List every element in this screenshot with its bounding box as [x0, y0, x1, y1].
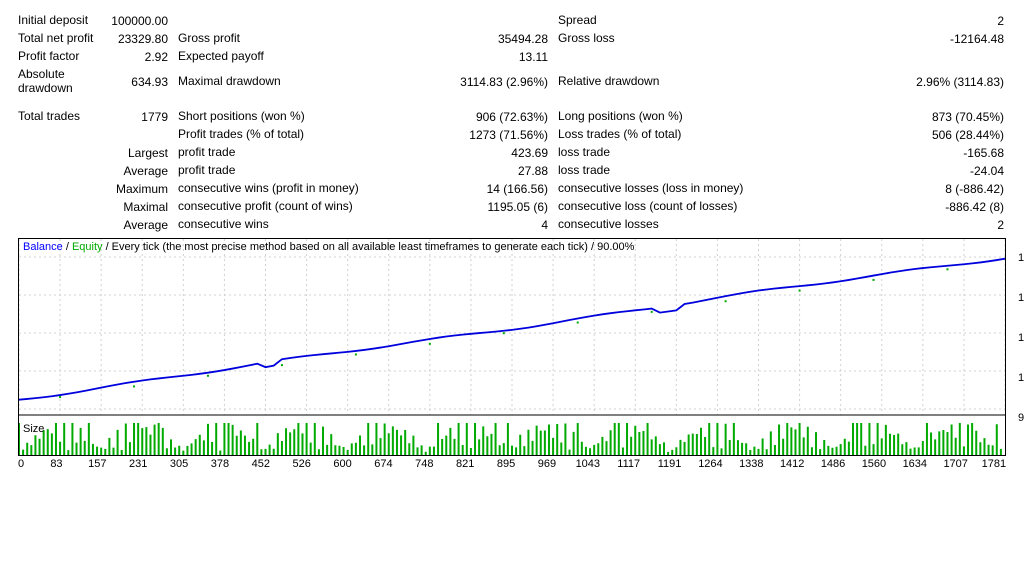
x-tick-label: 305	[159, 458, 200, 470]
label-consec-losses: consecutive losses (loss in money)	[558, 182, 778, 196]
value-consec-loss: -886.42 (8)	[778, 200, 1014, 214]
label-short-positions: Short positions (won %)	[178, 110, 398, 124]
y-axis-labels: 123324 117176 111029 104881 98733	[1018, 238, 1024, 424]
value-avg-loss-trade: -24.04	[778, 164, 1014, 178]
value-initial-deposit: 100000.00	[98, 14, 178, 28]
x-tick-label: 1781	[976, 458, 1006, 470]
value-total-trades: 1779	[98, 110, 178, 124]
value-profit-factor: 2.92	[98, 50, 178, 64]
value-expected-payoff: 13.11	[398, 50, 558, 64]
label-absolute-drawdown: Absolute drawdown	[18, 68, 98, 96]
x-tick-label: 1412	[772, 458, 813, 470]
label-initial-deposit: Initial deposit	[18, 14, 98, 28]
value-average2: Average	[98, 218, 178, 232]
label-consec-wins: consecutive wins (profit in money)	[178, 182, 398, 196]
label-gross-loss: Gross loss	[558, 32, 778, 46]
label-loss-trade: loss trade	[558, 146, 778, 160]
value-relative-drawdown: 2.96% (3114.83)	[778, 75, 1014, 89]
x-tick-label: 1191	[649, 458, 690, 470]
label-total-net-profit: Total net profit	[18, 32, 98, 46]
label-gross-profit: Gross profit	[178, 32, 398, 46]
y-tick-label: 123324	[1018, 252, 1024, 264]
value-consec-profit: 1195.05 (6)	[398, 200, 558, 214]
value-consec-losses2: 2	[778, 218, 1014, 232]
x-tick-label: 1634	[894, 458, 935, 470]
label-spread: Spread	[558, 14, 778, 28]
report-container: Initial deposit 100000.00 Spread 2 Total…	[0, 0, 1024, 476]
x-tick-label: 895	[486, 458, 527, 470]
label-consec-profit: consecutive profit (count of wins)	[178, 200, 398, 214]
value-gross-profit: 35494.28	[398, 32, 558, 46]
x-tick-label: 1707	[935, 458, 976, 470]
x-tick-label: 1486	[813, 458, 854, 470]
label-long-positions: Long positions (won %)	[558, 110, 778, 124]
y-tick-label: 98733	[1018, 412, 1024, 424]
value-avg-profit-trade: 27.88	[398, 164, 558, 178]
x-axis-labels: 0831572313053784525266006747488218959691…	[18, 458, 1006, 470]
label-consec-loss: consecutive loss (count of losses)	[558, 200, 778, 214]
label-consec-wins2: consecutive wins	[178, 218, 398, 232]
x-tick-label: 748	[404, 458, 445, 470]
value-consec-wins: 14 (166.56)	[398, 182, 558, 196]
value-spread: 2	[778, 14, 1014, 28]
value-short-positions: 906 (72.63%)	[398, 110, 558, 124]
x-tick-label: 1043	[567, 458, 608, 470]
label-avg-profit-trade: profit trade	[178, 164, 398, 178]
x-tick-label: 526	[281, 458, 322, 470]
x-tick-label: 231	[118, 458, 159, 470]
x-tick-label: 600	[322, 458, 363, 470]
x-tick-label: 378	[200, 458, 241, 470]
y-tick-label: 111029	[1018, 332, 1024, 344]
balance-chart: Balance / Equity / Every tick (the most …	[18, 238, 1006, 456]
x-tick-label: 1560	[854, 458, 895, 470]
x-tick-label: 1338	[731, 458, 772, 470]
value-consec-wins2: 4	[398, 218, 558, 232]
label-maximal-drawdown: Maximal drawdown	[178, 75, 398, 89]
value-largest-loss-trade: -165.68	[778, 146, 1014, 160]
value-consec-losses: 8 (-886.42)	[778, 182, 1014, 196]
label-consec-losses2: consecutive losses	[558, 218, 778, 232]
value-loss-trades: 506 (28.44%)	[778, 128, 1014, 142]
chart-svg	[19, 239, 1005, 455]
label-total-trades: Total trades	[18, 110, 98, 124]
label-profit-trade: profit trade	[178, 146, 398, 160]
x-tick-label: 969	[527, 458, 568, 470]
x-tick-label: 1264	[690, 458, 731, 470]
value-profit-trades: 1273 (71.56%)	[398, 128, 558, 142]
stats-grid: Initial deposit 100000.00 Spread 2 Total…	[18, 14, 1014, 232]
label-relative-drawdown: Relative drawdown	[558, 75, 778, 89]
value-largest: Largest	[98, 146, 178, 160]
gap	[18, 100, 1014, 106]
value-largest-profit-trade: 423.69	[398, 146, 558, 160]
y-tick-label: 117176	[1018, 292, 1024, 304]
label-profit-trades: Profit trades (% of total)	[178, 128, 398, 142]
value-maximal-drawdown: 3114.83 (2.96%)	[398, 75, 558, 89]
x-tick-label: 452	[240, 458, 281, 470]
x-tick-label: 1117	[608, 458, 649, 470]
label-avg-loss-trade: loss trade	[558, 164, 778, 178]
value-absolute-drawdown: 634.93	[98, 75, 178, 89]
x-tick-label: 0	[18, 458, 36, 470]
value-gross-loss: -12164.48	[778, 32, 1014, 46]
x-tick-label: 821	[445, 458, 486, 470]
label-expected-payoff: Expected payoff	[178, 50, 398, 64]
label-profit-factor: Profit factor	[18, 50, 98, 64]
y-tick-label: 104881	[1018, 372, 1024, 384]
value-maximum: Maximum	[98, 182, 178, 196]
value-long-positions: 873 (70.45%)	[778, 110, 1014, 124]
size-label: Size	[23, 423, 44, 435]
x-tick-label: 674	[363, 458, 404, 470]
x-tick-label: 157	[77, 458, 118, 470]
x-tick-label: 83	[36, 458, 77, 470]
value-maximal2: Maximal	[98, 200, 178, 214]
label-loss-trades: Loss trades (% of total)	[558, 128, 778, 142]
value-total-net-profit: 23329.80	[98, 32, 178, 46]
value-average: Average	[98, 164, 178, 178]
